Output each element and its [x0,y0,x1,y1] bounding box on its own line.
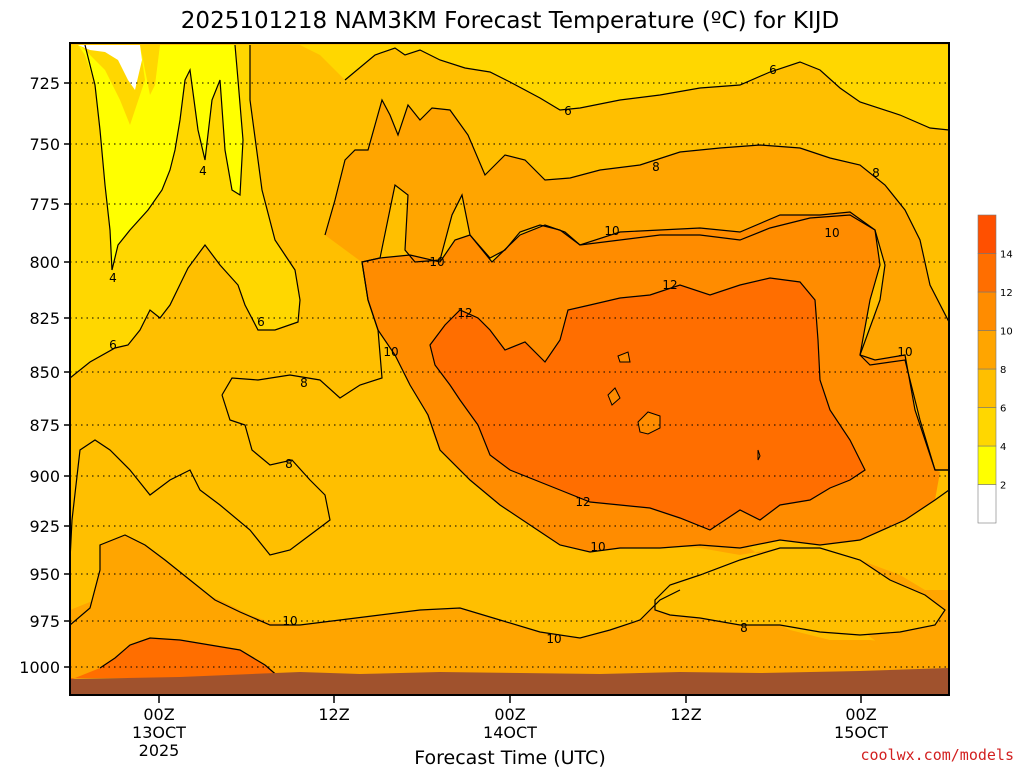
y-tick-label-775: 775 [29,195,60,214]
warm-pocket-4 [757,449,761,461]
contour-label-4: 4 [109,271,117,285]
contour-label-8: 8 [652,160,660,174]
contour-8-upper [324,98,949,323]
legend-label-12: 12 [1000,288,1013,299]
ground-surface [70,668,949,695]
contour-label-10: 10 [604,224,619,238]
y-tick-label-1000: 1000 [19,658,60,677]
legend-swatch-6 [977,253,997,293]
contour-label-10: 10 [429,255,444,269]
contour-label-6: 6 [564,104,572,118]
contour-8-lower [70,394,331,561]
x-tick-label-0-1: 13OCT [132,723,186,742]
band-12-14 [430,278,865,530]
y-tick-label-750: 750 [29,135,60,154]
y-tick-label-900: 900 [29,467,60,486]
contour-8-pool [654,547,946,636]
contour-labels: 4 4 6 6 6 6 8 8 8 8 8 10 10 10 10 10 10 10 10 12 12 12 [109,63,912,646]
warm-pocket-2 [607,387,621,406]
contour-label-10: 10 [590,540,605,554]
x-tick-label-4-1: 15OCT [834,723,888,742]
band-6-top [250,45,949,130]
y-axis-ticks: 725 750 775 800 825 850 875 900 925 950 975 1000 [19,74,70,677]
contour-label-8: 8 [740,621,748,635]
contour-10-bottom [70,534,681,639]
legend-label-14: 14 [1000,250,1013,261]
contour-6-left [70,45,301,379]
y-tick-label-875: 875 [29,416,60,435]
contour-label-12: 12 [575,495,590,509]
contour-label-12: 12 [457,306,472,320]
contour-label-10: 10 [897,345,912,359]
contour-label-8: 8 [872,166,880,180]
contour-label-10: 10 [282,614,297,628]
contour-10-main [409,211,949,471]
x-tick-label-0-0: 00Z [143,705,174,724]
credit-text: coolwx.com/models [860,746,1014,764]
y-tick-label-925: 925 [29,517,60,536]
legend-label-10: 10 [1000,327,1013,338]
warm-pocket-3 [637,411,661,435]
contour-label-10: 10 [546,632,561,646]
contour-label-6: 6 [769,63,777,77]
y-tick-label-825: 825 [29,309,60,328]
legend-swatch-0 [977,484,997,524]
y-tick-label-850: 850 [29,363,60,382]
x-tick-label-4-0: 00Z [845,705,876,724]
contour-label-10: 10 [383,345,398,359]
legend-swatch-7 [977,214,997,254]
legend-label-6: 6 [1000,404,1006,415]
legend-label-8: 8 [1000,365,1006,376]
contour-4 [84,44,244,271]
x-tick-label-2-0: 00Z [494,705,525,724]
legend-swatch-2 [977,407,997,447]
contour-label-6: 6 [109,338,117,352]
gridlines [70,82,949,668]
legend-label-2: 2 [1000,481,1006,492]
contour-label-6: 6 [257,315,265,329]
band-8-10-lower-left [70,535,270,672]
x-tick-label-2-1: 14OCT [483,723,537,742]
y-tick-label-975: 975 [29,612,60,631]
legend-swatch-5 [977,291,997,331]
contour-label-4: 4 [199,164,207,178]
x-axis-label: Forecast Time (UTC) [414,747,605,768]
contour-12-bottom [99,637,281,679]
y-tick-label-725: 725 [29,74,60,93]
band-6-8-bottom-right-pool [655,548,945,635]
band-2-4-yellow [70,45,243,270]
chart-title: 2025101218 NAM3KM Forecast Temperature (… [181,8,839,34]
color-legend: 2 4 6 8 10 12 14 [977,214,1013,524]
legend-label-4: 4 [1000,442,1006,453]
x-tick-label-3-0: 12Z [670,705,701,724]
contour-8-middle [221,183,949,471]
x-tick-label-0-2: 2025 [139,741,180,760]
contour-label-12: 12 [662,278,677,292]
y-tick-label-800: 800 [29,253,60,272]
legend-swatch-3 [977,368,997,408]
contour-10-lower [361,254,949,553]
legend-swatch-4 [977,330,997,370]
contour-label-8: 8 [300,376,308,390]
band-below-2-white [78,45,142,90]
warm-pocket-1 [617,351,631,363]
contour-label-8: 8 [285,457,293,471]
y-tick-label-950: 950 [29,565,60,584]
legend-swatch-1 [977,445,997,485]
contour-lines [70,44,949,679]
contour-fill-field [70,43,949,695]
contour-label-10: 10 [824,226,839,240]
contour-6-top [344,47,949,131]
x-tick-label-1-0: 12Z [318,705,349,724]
